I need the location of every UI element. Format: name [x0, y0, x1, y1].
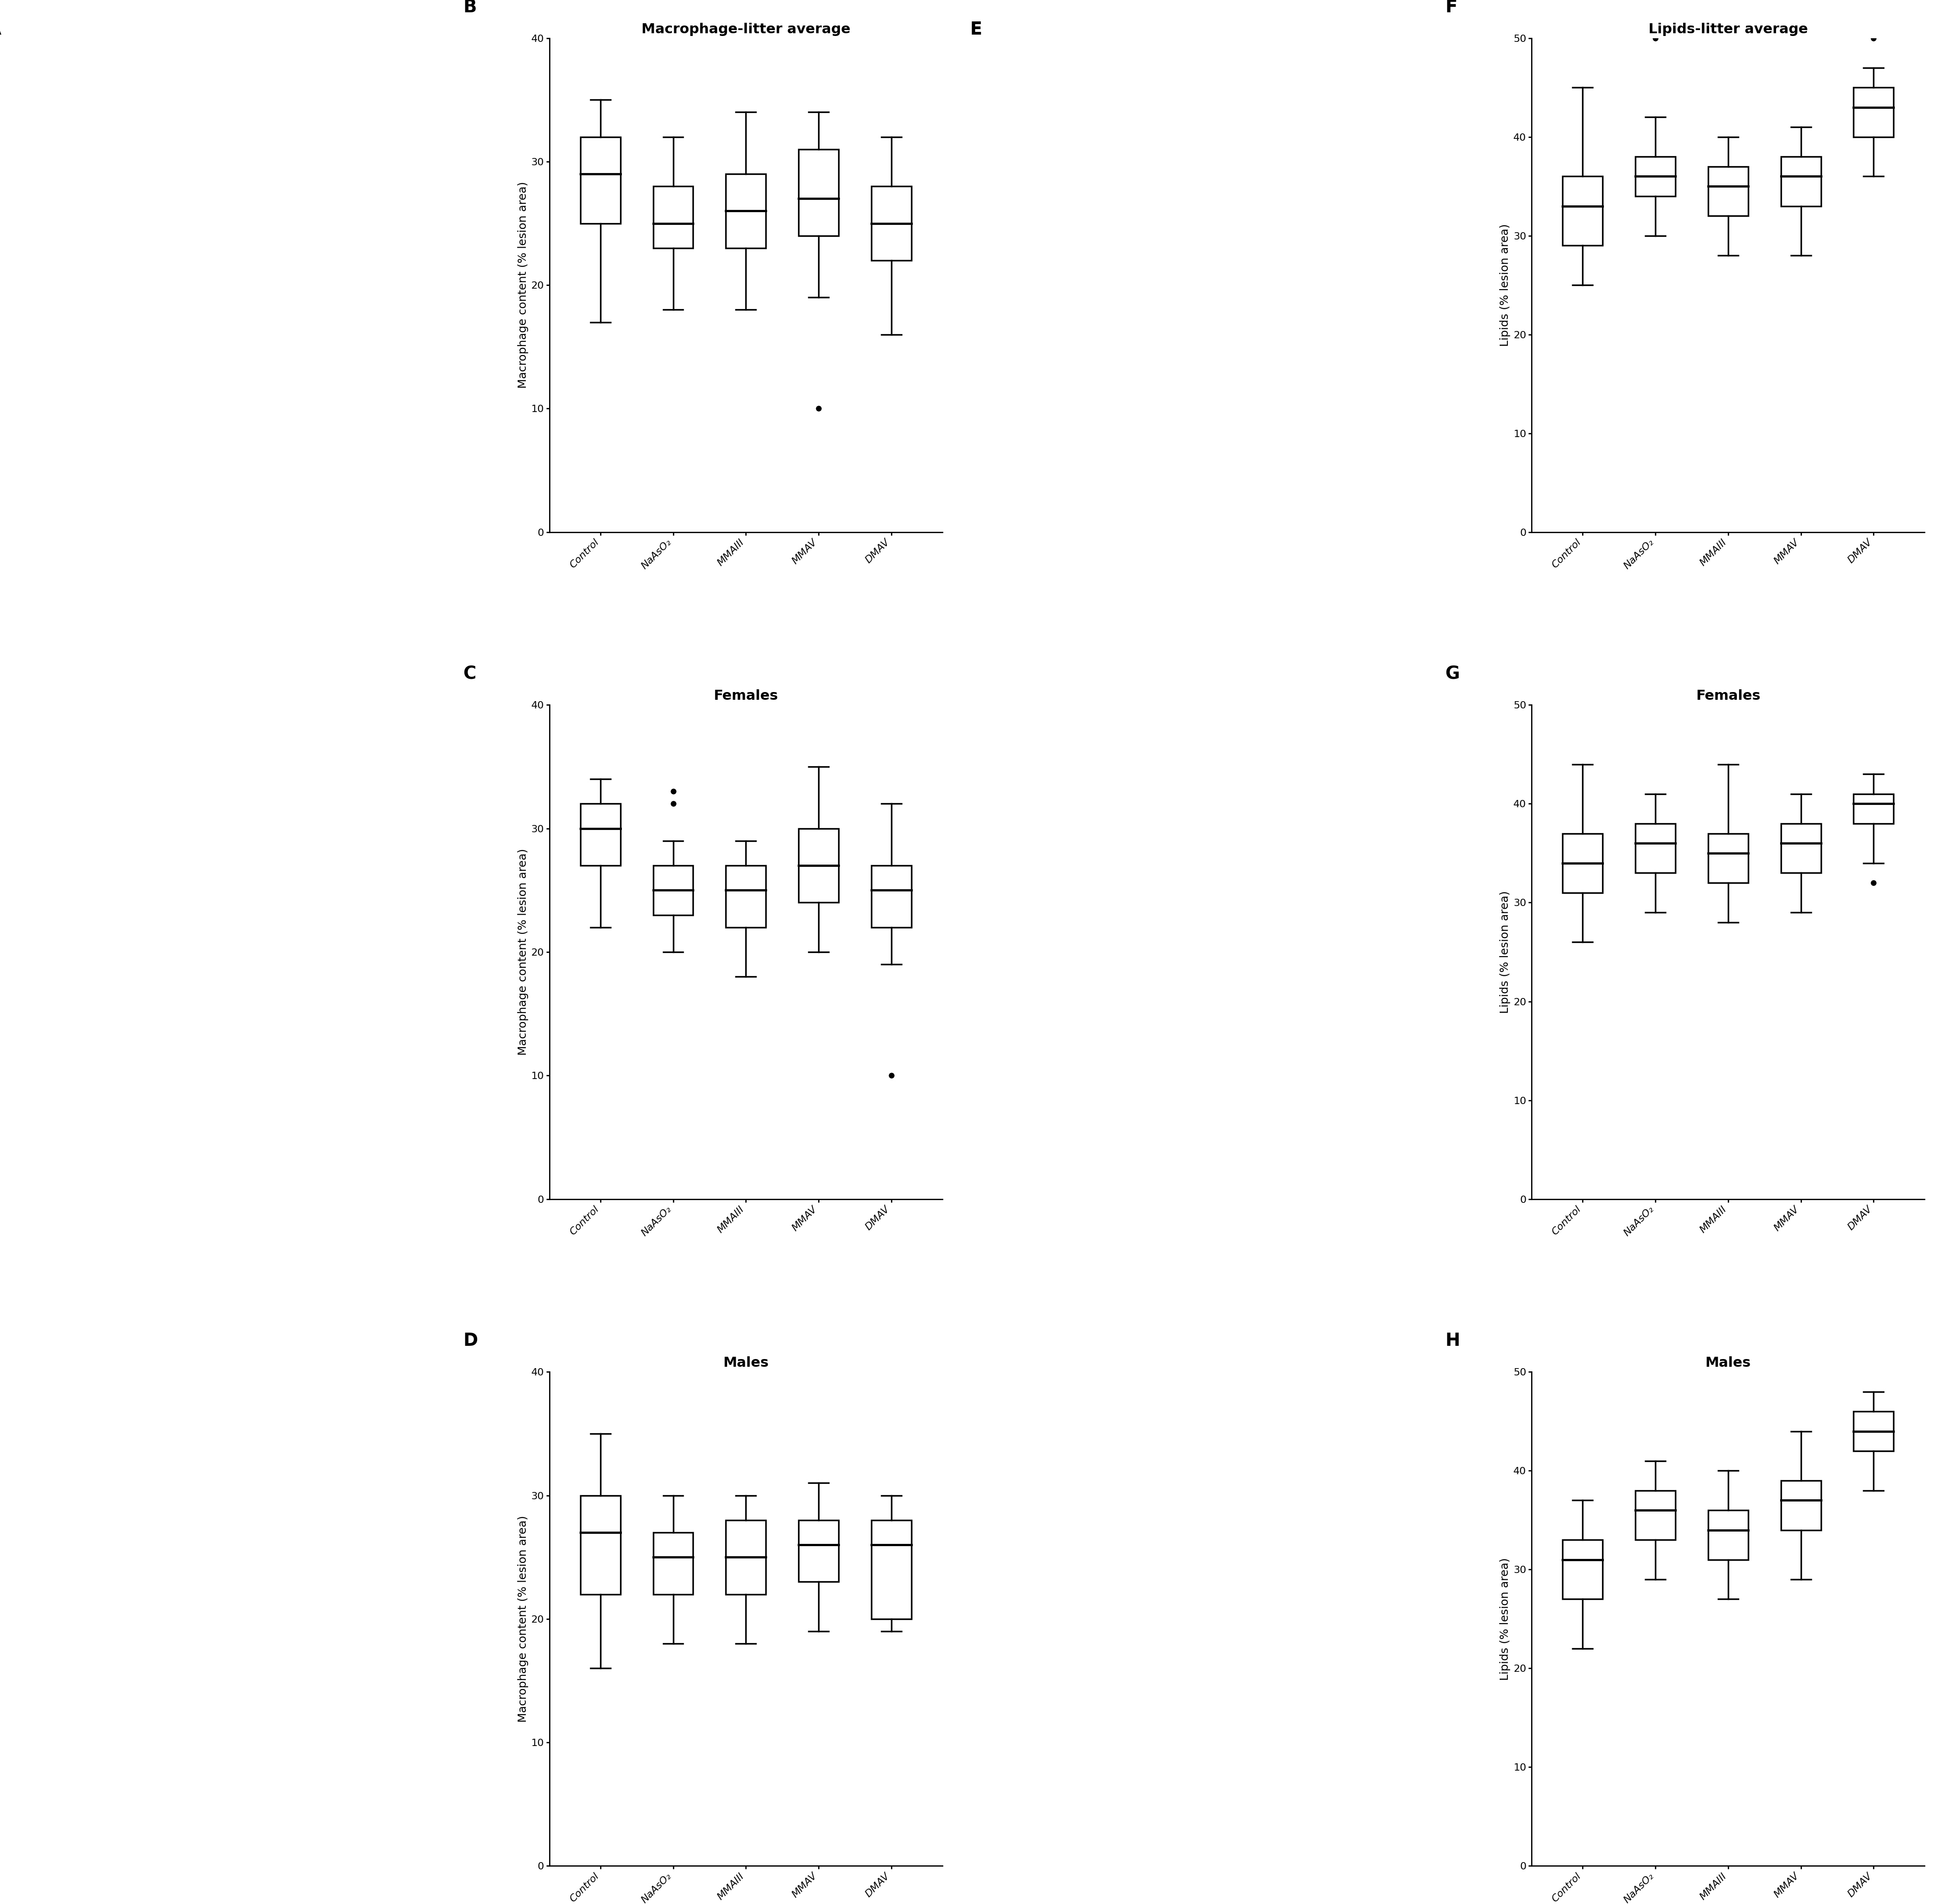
Bar [1709, 166, 1748, 215]
Y-axis label: Macrophage content (% lesion area): Macrophage content (% lesion area) [517, 1516, 529, 1723]
Bar [581, 803, 620, 866]
Bar [799, 149, 838, 236]
Bar [871, 1519, 912, 1618]
Bar [581, 137, 620, 223]
Text: 100 μm: 100 μm [375, 739, 399, 746]
Text: H: H [1444, 1333, 1460, 1350]
Title: Females: Females [1695, 689, 1761, 703]
Bar [1635, 824, 1676, 872]
Text: 100 μm: 100 μm [1357, 739, 1380, 746]
Bar [1709, 1510, 1748, 1559]
Title: Macrophage-litter average: Macrophage-litter average [642, 23, 850, 36]
Bar [799, 828, 838, 902]
Text: 100 μm: 100 μm [375, 367, 399, 375]
Bar [1635, 1491, 1676, 1540]
Bar [1563, 834, 1602, 893]
Bar [1635, 156, 1676, 196]
Title: Lipids-litter average: Lipids-litter average [1649, 23, 1808, 36]
Bar [725, 866, 766, 927]
Text: Control: Control [78, 65, 124, 78]
Text: Control: Control [1059, 65, 1106, 78]
Bar [1709, 834, 1748, 883]
Bar [871, 187, 912, 261]
Text: MMAV: MMAV [78, 1179, 117, 1192]
Bar [653, 187, 694, 248]
Bar [653, 1533, 694, 1594]
Text: 100 μm: 100 μm [1357, 1481, 1380, 1489]
Bar [1563, 1540, 1602, 1599]
Bar [1855, 1411, 1893, 1451]
Text: E: E [970, 21, 982, 38]
Y-axis label: Macrophage content (% lesion area): Macrophage content (% lesion area) [517, 849, 529, 1055]
Bar [725, 1519, 766, 1594]
Text: 100 μm: 100 μm [1357, 1853, 1380, 1858]
Text: DMAV: DMAV [78, 1550, 115, 1563]
Bar [1563, 177, 1602, 246]
Bar [1855, 794, 1893, 824]
Y-axis label: Lipids (% lesion area): Lipids (% lesion area) [1501, 225, 1510, 347]
Bar [653, 866, 694, 916]
Bar [725, 173, 766, 248]
Bar [871, 866, 912, 927]
Bar [1781, 156, 1822, 206]
Text: MMAV: MMAV [1059, 1179, 1098, 1192]
Y-axis label: Lipids (% lesion area): Lipids (% lesion area) [1501, 1557, 1510, 1679]
Text: B: B [463, 0, 476, 15]
Title: Males: Males [723, 1356, 768, 1369]
Y-axis label: Lipids (% lesion area): Lipids (% lesion area) [1501, 891, 1510, 1013]
Text: MMAIII: MMAIII [78, 807, 121, 821]
Text: F: F [1444, 0, 1458, 15]
Text: 100 μm: 100 μm [1357, 367, 1380, 375]
Text: 100 μm: 100 μm [375, 1481, 399, 1489]
Y-axis label: Macrophage content (% lesion area): Macrophage content (% lesion area) [517, 181, 529, 388]
Text: G: G [1444, 666, 1460, 684]
Text: NaAsO₂: NaAsO₂ [1059, 436, 1108, 449]
Text: 100 μm: 100 μm [1357, 1110, 1380, 1118]
Title: Females: Females [713, 689, 778, 703]
Title: Males: Males [1705, 1356, 1752, 1369]
Text: 100 μm: 100 μm [375, 1110, 399, 1118]
Text: C: C [463, 666, 476, 684]
Text: NaAsO₂: NaAsO₂ [78, 436, 124, 449]
Text: MMAIII: MMAIII [1059, 807, 1102, 821]
Bar [1855, 88, 1893, 137]
Bar [1781, 1481, 1822, 1531]
Bar [1781, 824, 1822, 872]
Text: DMAV: DMAV [1059, 1550, 1096, 1563]
Text: D: D [463, 1333, 478, 1350]
Bar [581, 1495, 620, 1594]
Bar [799, 1519, 838, 1582]
Text: 100 μm: 100 μm [375, 1853, 399, 1858]
